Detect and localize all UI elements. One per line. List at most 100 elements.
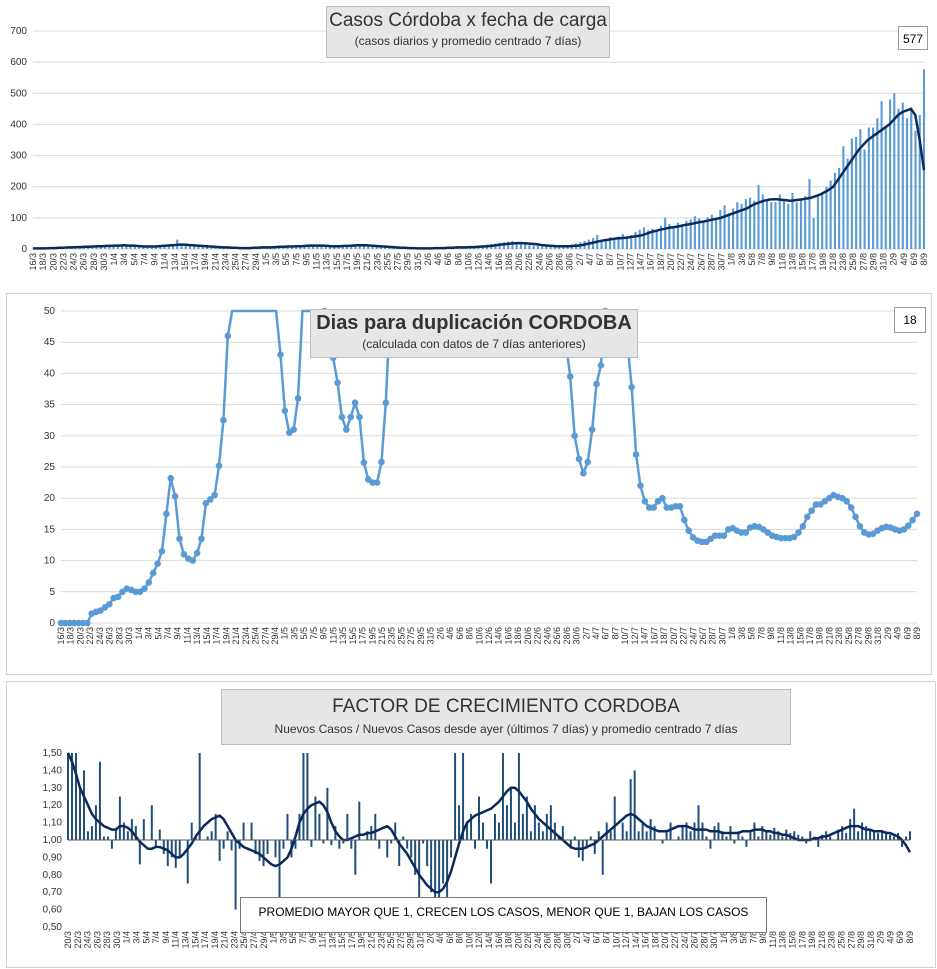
data-bar: [122, 822, 125, 840]
x-tick-label: 29/4: [251, 253, 261, 271]
cases-last-value-badge: 577: [898, 26, 928, 50]
data-bar: [647, 230, 650, 249]
doubling-chart: 0 5 10 15 20 25 30 35 40 45 50 16/3 18/3 20/3 22/3 24/3…: [44, 306, 922, 645]
data-bar: [142, 246, 145, 249]
doubling-chart-title-box: Dias para duplicación CORDOBA (calculada…: [310, 309, 638, 358]
x-tick-label: 27/4: [241, 253, 251, 271]
data-bar: [769, 834, 772, 840]
x-tick-label: 19/5: [352, 253, 362, 271]
data-bar: [705, 836, 708, 840]
data-bar: [791, 192, 794, 249]
data-bar: [736, 202, 739, 249]
data-bar: [490, 840, 492, 884]
data-bar: [669, 822, 672, 840]
data-bar: [918, 115, 921, 249]
x-tick-label: 14/6: [484, 931, 494, 949]
data-bar: [545, 246, 548, 249]
x-tick-label: 2/6: [425, 931, 435, 944]
data-bar: [158, 829, 161, 840]
data-bar: [138, 246, 141, 249]
x-tick-label: 26/7: [696, 253, 706, 271]
x-tick-label: 27/5: [406, 627, 416, 645]
data-bar: [482, 822, 485, 840]
x-tick-label: 28/6: [562, 627, 572, 645]
data-bar: [668, 224, 671, 249]
x-tick-label: 15/5: [337, 931, 347, 949]
data-bar: [524, 244, 527, 249]
x-tick-label: 19/5: [367, 627, 377, 645]
x-tick-label: 7/4: [163, 627, 173, 640]
data-bar: [234, 840, 237, 910]
data-bar: [398, 840, 401, 867]
data-bar: [121, 244, 124, 249]
data-bar: [422, 840, 425, 844]
data-bar: [873, 831, 876, 840]
data-bar: [613, 796, 616, 840]
x-tick-label: 24/7: [686, 253, 696, 271]
x-tick-label: 20/7: [666, 253, 676, 271]
doubling-chart-subtitle: (calculada con datos de 7 días anteriore…: [362, 337, 586, 351]
data-bar: [378, 840, 381, 849]
data-point: [290, 426, 297, 433]
data-bar: [414, 840, 417, 875]
data-bar: [384, 247, 387, 249]
data-point: [145, 579, 153, 586]
data-bar: [142, 819, 145, 840]
data-bar: [118, 796, 121, 840]
data-bar: [450, 840, 453, 858]
data-bar: [664, 217, 667, 249]
data-bar: [125, 245, 128, 249]
data-bar: [386, 840, 389, 858]
x-tick-label: 28/7: [699, 931, 709, 949]
data-bar: [511, 240, 514, 249]
data-bar: [753, 822, 756, 840]
data-point: [382, 399, 390, 407]
data-bar: [804, 196, 807, 249]
x-tick-label: 29/4: [270, 627, 280, 645]
x-tick-label: 13/4: [180, 931, 190, 949]
x-tick-label: 27/5: [393, 253, 403, 271]
data-point: [803, 513, 811, 521]
data-bar: [180, 244, 183, 249]
data-bar: [310, 840, 313, 847]
x-tick-label: 13/8: [778, 931, 788, 949]
data-bar: [630, 234, 633, 249]
data-bar: [390, 840, 393, 844]
x-tick-label: 9/4: [150, 253, 160, 266]
x-tick-label: 4/9: [885, 931, 895, 944]
data-bar: [651, 228, 654, 249]
x-tick-label: 11/4: [171, 931, 181, 948]
x-tick-label: 11/5: [328, 627, 338, 644]
x-tick-label: 11/4: [160, 253, 170, 270]
data-bar: [426, 840, 429, 867]
data-bar: [846, 158, 849, 249]
y-tick-label: 0,50: [43, 922, 63, 933]
data-bar: [418, 840, 421, 900]
x-tick-label: 31/8: [873, 627, 883, 645]
x-tick-label: 24/6: [533, 931, 543, 949]
x-tick-label: 9/4: [173, 627, 183, 640]
x-tick-label: 13/8: [786, 627, 796, 645]
data-bar: [154, 840, 157, 847]
data-bar: [186, 840, 189, 884]
data-point: [900, 526, 908, 533]
data-bar: [645, 831, 648, 840]
y-tick-label: 0,70: [43, 887, 63, 898]
data-bar: [258, 840, 261, 861]
data-bar: [254, 840, 257, 854]
x-tick-label: 8/7: [605, 253, 615, 266]
data-bar: [765, 199, 769, 249]
data-bar: [99, 246, 102, 249]
data-bar: [201, 246, 204, 249]
x-tick-label: 13/4: [192, 627, 202, 645]
data-bar: [454, 753, 457, 840]
data-bar: [274, 840, 277, 858]
data-point: [580, 469, 587, 477]
data-bar: [513, 822, 516, 840]
x-tick-label: 27/4: [249, 931, 259, 949]
x-tick-label: 31/8: [879, 253, 889, 271]
x-tick-label: 22/6: [524, 253, 534, 271]
data-bar: [379, 247, 382, 249]
x-tick-label: 28/6: [553, 931, 563, 949]
data-bar: [744, 199, 747, 249]
